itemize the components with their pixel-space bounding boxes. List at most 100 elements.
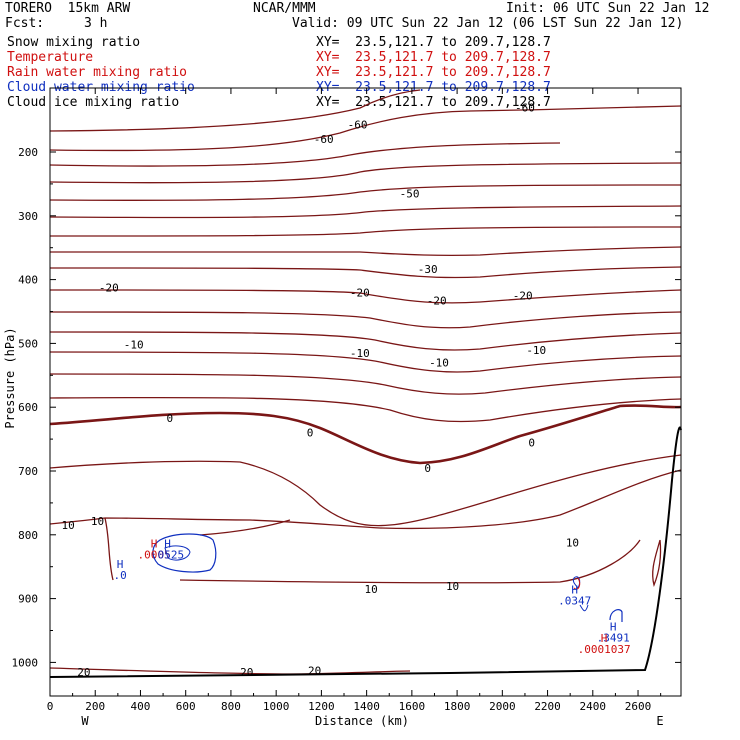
contour-label: -20 <box>99 281 119 294</box>
extremum-marker: H <box>571 583 578 596</box>
extremum-value: .0005 <box>137 549 170 562</box>
x-tick-label: 200 <box>85 700 105 713</box>
x-axis-title: Distance (km) <box>315 714 409 728</box>
y-tick-label: 700 <box>18 465 38 478</box>
contour-label: -10 <box>526 344 546 357</box>
extremum-marker: H <box>164 538 171 551</box>
x-tick-label: 400 <box>131 700 151 713</box>
init-label: Init: 06 UTC Sun 22 Jan 12 <box>506 1 710 16</box>
contour-label: 0 <box>528 436 535 449</box>
x-tick-label: 2000 <box>489 700 516 713</box>
y-tick-label: 900 <box>18 593 38 606</box>
x-tick-label: 1800 <box>444 700 471 713</box>
y-tick-label: 800 <box>18 529 38 542</box>
contour-label: 10 <box>566 536 579 549</box>
contour-label: -50 <box>400 187 420 200</box>
contour-label: -20 <box>427 295 447 308</box>
contour-label: 0 <box>167 412 174 425</box>
y-tick-label: 600 <box>18 401 38 414</box>
legend-temperature-label: Temperature <box>7 50 94 65</box>
y-tick-label: 1000 <box>12 656 39 669</box>
legend-rain-xy: XY= 23.5,121.7 to 209.7,128.7 <box>316 65 551 80</box>
cloud-water-contour <box>609 609 623 622</box>
contour-label: 10 <box>91 515 104 528</box>
contour-label: -20 <box>513 290 533 303</box>
x-tick-label: 1600 <box>399 700 426 713</box>
legend-cloud-ice-label: Cloud ice mixing ratio <box>7 95 180 110</box>
fcst-label: Fcst: <box>5 16 45 31</box>
contour-label: 20 <box>77 666 90 679</box>
x-tick-label: 1200 <box>308 700 335 713</box>
model-label: TORERO 15km ARW <box>5 1 131 16</box>
contour-label: -20 <box>350 286 370 299</box>
temperature-contours <box>49 89 682 675</box>
cloud-water-blobs <box>152 533 623 622</box>
temperature-contour <box>49 331 682 351</box>
legend-rain-label: Rain water mixing ratio <box>7 65 188 80</box>
y-tick-label: 500 <box>18 337 38 350</box>
extremum-marker: H <box>601 632 608 645</box>
fcst-value: 3 h <box>84 16 108 31</box>
plot-border <box>49 87 682 697</box>
temperature-contour <box>199 519 291 536</box>
legend-snow-xy: XY= 23.5,121.7 to 209.7,128.7 <box>316 35 551 50</box>
temperature-contour <box>49 184 682 201</box>
y-tick-label: 200 <box>18 146 38 159</box>
temperature-contour <box>49 469 682 530</box>
temperature-contour <box>652 539 662 588</box>
west-label: W <box>81 714 89 728</box>
contour-label: 10 <box>61 519 74 532</box>
temperature-contour <box>49 454 682 527</box>
cloud-water-contour <box>164 545 191 561</box>
x-tick-label: 1000 <box>263 700 290 713</box>
temperature-contour <box>49 105 682 152</box>
x-tick-label: 2600 <box>625 700 652 713</box>
temperature-contour <box>49 142 561 167</box>
contour-label: 0 <box>307 427 314 440</box>
temperature-contour <box>49 351 682 373</box>
cloud-water-contour <box>579 604 589 612</box>
plot-frame <box>49 87 682 697</box>
x-tick-label: 600 <box>176 700 196 713</box>
contour-label: 10 <box>365 583 378 596</box>
terrain-line <box>49 426 682 678</box>
temperature-contour <box>179 539 641 584</box>
extremum-value: .0347 <box>558 594 591 607</box>
legend-temperature-xy: XY= 23.5,121.7 to 209.7,128.7 <box>316 50 551 65</box>
temperature-contour <box>49 311 682 329</box>
valid-label: Valid: 09 UTC Sun 22 Jan 12 (06 LST Sun … <box>292 16 684 31</box>
temperature-contour <box>49 162 682 184</box>
temperature-contour <box>49 205 682 219</box>
cloud-water-contour <box>152 533 217 573</box>
contour-label: -10 <box>429 357 449 370</box>
contour-label: 20 <box>240 666 253 679</box>
extremum-marker: H <box>610 621 617 634</box>
temperature-contour <box>50 246 682 257</box>
extremum-marker: H <box>117 558 124 571</box>
contour-label: 0 <box>424 462 431 475</box>
contour-label: -60 <box>348 119 368 132</box>
x-tick-label: 0 <box>47 700 54 713</box>
y-axis-title: Pressure (hPa) <box>3 327 17 428</box>
axis-ticks <box>49 88 681 696</box>
contour-label: -10 <box>350 347 370 360</box>
east-label: E <box>656 714 663 728</box>
extremum-marker: H <box>151 538 158 551</box>
contour-label: -60 <box>314 133 334 146</box>
contour-label: 10 <box>446 580 459 593</box>
temperature-contour <box>49 266 682 279</box>
terrain-surface <box>49 426 682 678</box>
extremum-value: .3491 <box>597 632 630 645</box>
extremum-value: .0001037 <box>578 643 631 656</box>
x-tick-label: 1400 <box>353 700 380 713</box>
temperature-contour <box>49 226 682 237</box>
zero-degree-contour <box>49 404 682 465</box>
legend-cloud-ice-xy: XY= 23.5,121.7 to 209.7,128.7 <box>316 95 551 110</box>
y-tick-label: 300 <box>18 210 38 223</box>
rain-water-contour <box>573 577 581 590</box>
temperature-contour <box>49 89 421 132</box>
center-label: NCAR/MMM <box>253 1 316 16</box>
legend-snow-label: Snow mixing ratio <box>7 35 141 50</box>
x-tick-label: 2200 <box>534 700 561 713</box>
